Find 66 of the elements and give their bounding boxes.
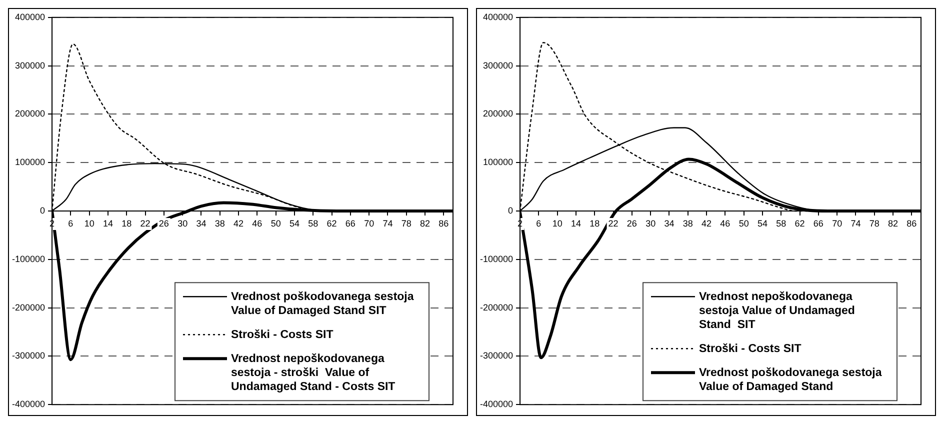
y-tick-label: 0 <box>40 205 46 216</box>
x-tick-label: 74 <box>850 218 861 228</box>
x-tick-label: 74 <box>382 218 393 228</box>
x-tick-label: 10 <box>552 218 562 228</box>
y-tick-label: 300000 <box>482 60 514 70</box>
x-tick-label: 86 <box>438 218 449 228</box>
x-tick-label: 6 <box>536 218 542 228</box>
x-tick-label: 6 <box>68 218 74 228</box>
x-tick-label: 46 <box>720 218 730 228</box>
x-tick-label: 54 <box>289 218 300 228</box>
y-tick-label: 300000 <box>14 60 46 70</box>
x-tick-label: 26 <box>626 218 637 228</box>
y-tick-label: -200000 <box>12 302 46 312</box>
x-tick-label: 58 <box>776 218 786 228</box>
x-tick-label: 10 <box>84 218 94 228</box>
x-tick-label: 82 <box>420 218 430 228</box>
y-tick-label: 0 <box>508 205 514 216</box>
x-tick-label: 70 <box>364 218 374 228</box>
x-tick-label: 66 <box>345 218 356 228</box>
x-tick-label: 14 <box>102 218 113 228</box>
x-tick-label: 18 <box>122 218 132 228</box>
y-tick-label: -100000 <box>12 254 46 264</box>
x-tick-label: 54 <box>757 218 768 228</box>
x-tick-label: 42 <box>234 218 244 228</box>
y-tick-label: -400000 <box>480 399 514 410</box>
x-tick-label: 30 <box>646 218 656 228</box>
x-tick-label: 78 <box>401 218 412 228</box>
x-tick-label: 22 <box>140 218 150 228</box>
x-tick-label: 22 <box>608 218 618 228</box>
x-tick-label: 34 <box>196 218 206 228</box>
x-tick-label: 46 <box>252 218 262 228</box>
x-tick-label: 50 <box>738 218 749 228</box>
legend-label: Vrednost nepoškodovanega sestoja - stroški Value of Undamaged Stand - Costs SIT <box>231 352 396 393</box>
y-tick-label: 100000 <box>14 157 46 168</box>
legend-label: Stroški - Costs SIT <box>231 328 334 341</box>
x-tick-label: 62 <box>794 218 805 228</box>
y-tick-label: 400000 <box>482 12 514 22</box>
x-tick-label: 38 <box>682 218 693 228</box>
x-tick-label: 30 <box>178 218 188 228</box>
x-tick-label: 50 <box>270 218 281 228</box>
y-tick-label: -400000 <box>12 399 46 410</box>
x-tick-label: 78 <box>869 218 880 228</box>
legend-label: Vrednost nepoškodovanega sestoja Value of Undamaged Stand SIT <box>699 290 855 331</box>
y-tick-label: 400000 <box>14 12 46 22</box>
legend-label: Vrednost poškodovanega sestoja Value of Damaged Stand SIT <box>231 290 414 317</box>
x-tick-label: 18 <box>590 218 600 228</box>
x-tick-label: 38 <box>214 218 225 228</box>
x-tick-label: 62 <box>326 218 337 228</box>
y-tick-label: 200000 <box>14 108 46 119</box>
y-tick-label: 200000 <box>482 108 514 119</box>
x-tick-label: 66 <box>813 218 824 228</box>
x-tick-label: 82 <box>888 218 898 228</box>
x-tick-label: 70 <box>832 218 842 228</box>
y-tick-label: -300000 <box>12 350 46 361</box>
y-tick-label: -200000 <box>480 302 514 312</box>
legend-label: Vrednost poškodovanega sestoja Value of Damaged Stand <box>699 366 882 393</box>
x-tick-label: 42 <box>702 218 712 228</box>
x-tick-label: 14 <box>570 218 581 228</box>
y-tick-label: -100000 <box>480 254 514 264</box>
y-tick-label: 100000 <box>482 157 514 168</box>
x-tick-label: 86 <box>906 218 917 228</box>
legend-label: Stroški - Costs SIT <box>699 342 802 355</box>
x-tick-label: 26 <box>158 218 169 228</box>
x-tick-label: 34 <box>664 218 674 228</box>
x-tick-label: 58 <box>308 218 318 228</box>
y-tick-label: -300000 <box>480 350 514 361</box>
